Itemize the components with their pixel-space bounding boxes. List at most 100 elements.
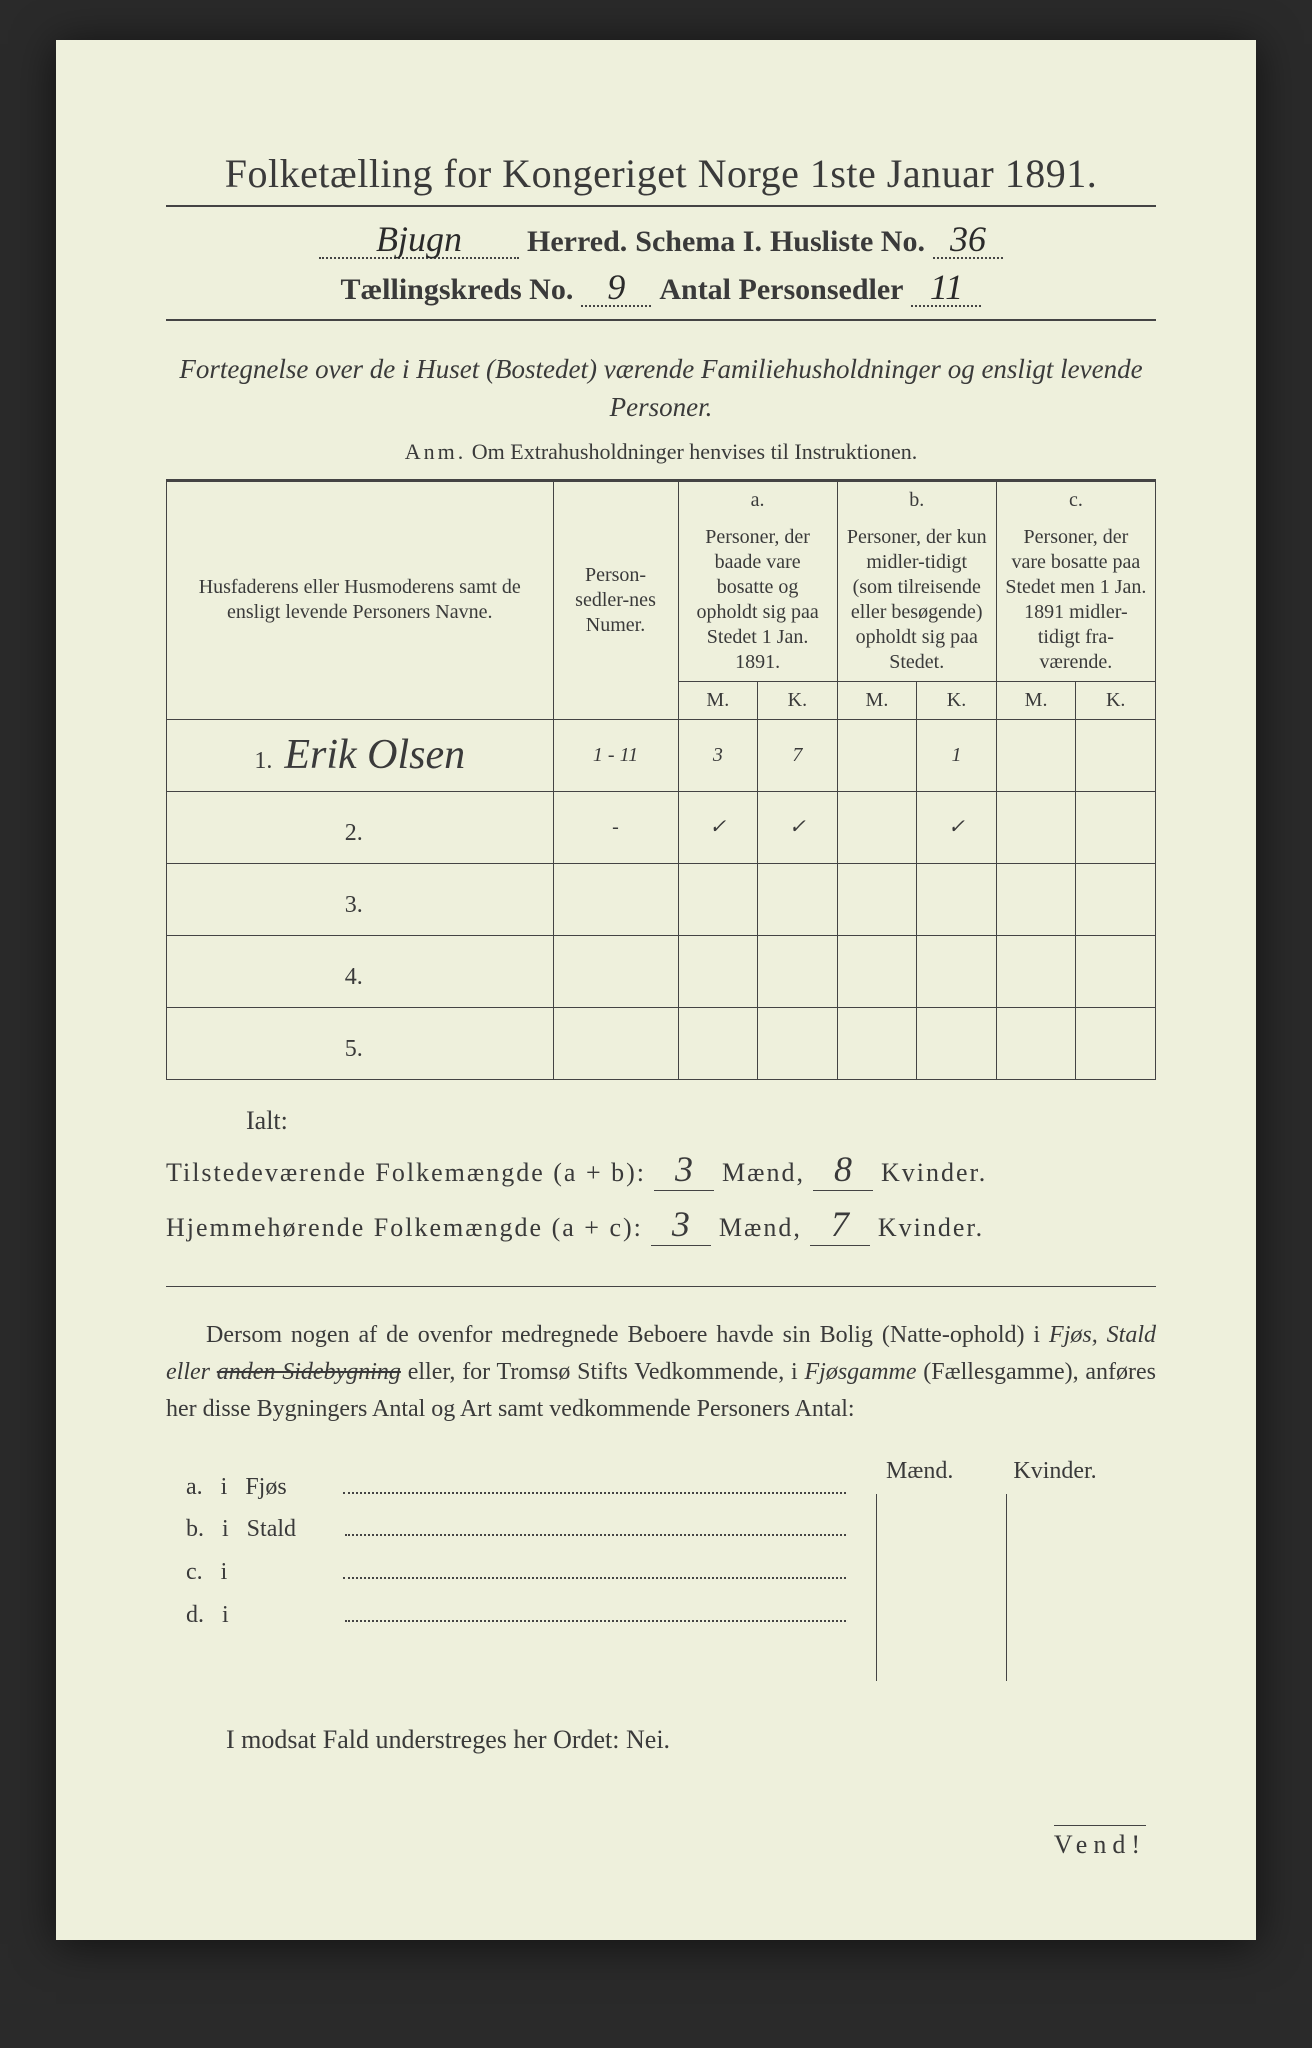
anm-text: Om Extrahusholdninger henvises til Instr… [472, 439, 917, 464]
antal-field: 11 [911, 269, 981, 307]
c-k-cell [1076, 719, 1156, 791]
b-k: K. [917, 681, 997, 719]
vline-1 [876, 1494, 877, 1681]
tot1-label: Tilstedeværende Folkemængde (a + b): [166, 1158, 646, 1188]
tot1-mlbl: Mænd, [722, 1158, 805, 1188]
b-k-cell: 1 [917, 719, 997, 791]
a-k-cell [758, 1007, 838, 1079]
building-block: a.iFjøs b.iStald c.i d.i Mænd. Kvinder. [186, 1458, 1156, 1681]
a-k-cell [758, 935, 838, 1007]
c-k-cell [1076, 863, 1156, 935]
a-k: K. [758, 681, 838, 719]
building-row: c.i [186, 1557, 846, 1586]
name-cell: 3. [167, 863, 554, 935]
antal-label: Antal Personsedler [659, 273, 903, 307]
mk-columns: Mænd. Kvinder. [876, 1458, 1156, 1681]
group-b-text: Personer, der kun midler-tidigt (som til… [837, 519, 996, 682]
b-k-cell [917, 935, 997, 1007]
mk-m-label: Mænd. [886, 1458, 953, 1485]
group-a-text: Personer, der baade vare bosatte og opho… [678, 519, 837, 682]
c-m: M. [996, 681, 1076, 719]
a-m: M. [678, 681, 758, 719]
para-strike: anden Sidebygning [217, 1359, 401, 1385]
b-k-cell [917, 1007, 997, 1079]
para-mid: eller, for Tromsø Stifts Vedkommende, i [401, 1359, 805, 1385]
a-m-cell [678, 935, 758, 1007]
tot2-mlbl: Mænd, [719, 1213, 802, 1243]
b-m-cell [837, 935, 917, 1007]
building-paragraph: Dersom nogen af de ovenfor medregnede Be… [166, 1317, 1156, 1429]
a-m-cell: ✓ [678, 791, 758, 863]
table-row: 3. [167, 863, 1156, 935]
divider [166, 1286, 1156, 1287]
tot1-k: 8 [813, 1148, 873, 1191]
col-names-header: Husfaderens eller Husmoderens samt de en… [167, 481, 554, 719]
anm-line: Anm. Om Extrahusholdninger henvises til … [166, 439, 1156, 481]
building-row: a.iFjøs [186, 1472, 846, 1501]
name-cell: 4. [167, 935, 554, 1007]
building-row: b.iStald [186, 1515, 846, 1544]
schema-label: Schema I. [635, 225, 762, 259]
b-k-cell: ✓ [917, 791, 997, 863]
c-m-cell [996, 1007, 1076, 1079]
col-num-header: Person-sedler-nes Numer. [553, 481, 678, 719]
main-table: Husfaderens eller Husmoderens samt de en… [166, 481, 1156, 1080]
husliste-label: Husliste No. [770, 225, 925, 259]
a-m-cell [678, 1007, 758, 1079]
b-m: M. [837, 681, 917, 719]
tot2-klbl: Kvinder. [878, 1213, 984, 1243]
building-row: d.i [186, 1600, 846, 1629]
kreds-field: 9 [581, 269, 651, 307]
c-m-cell [996, 791, 1076, 863]
tot1-m: 3 [654, 1148, 714, 1191]
anm-prefix: Anm. [405, 439, 467, 464]
num-cell: 1 - 11 [553, 719, 678, 791]
table-row: 2.-✓✓✓ [167, 791, 1156, 863]
tot2-m: 3 [651, 1203, 711, 1246]
table-row: 1.Erik Olsen1 - 1137 1 [167, 719, 1156, 791]
c-m-cell [996, 719, 1076, 791]
tot2-label: Hjemmehørende Folkemængde (a + c): [166, 1213, 643, 1243]
table-row: 5. [167, 1007, 1156, 1079]
kreds-label: Tællingskreds No. [341, 273, 574, 307]
para-pre: Dersom nogen af de ovenfor medregnede Be… [206, 1322, 1049, 1348]
b-m-cell [837, 1007, 917, 1079]
c-k-cell [1076, 791, 1156, 863]
b-m-cell [837, 863, 917, 935]
name-cell: 2. [167, 791, 554, 863]
herred-field: Bjugn [319, 221, 519, 259]
herred-label: Herred. [527, 225, 627, 259]
name-cell: 1.Erik Olsen [167, 719, 554, 791]
total-resident: Hjemmehørende Folkemængde (a + c): 3 Mæn… [166, 1203, 1156, 1246]
header-line-2: Bjugn Herred. Schema I. Husliste No. 36 [166, 221, 1156, 259]
b-m-cell [837, 791, 917, 863]
ialt-label: Ialt: [246, 1106, 1156, 1136]
total-present: Tilstedeværende Folkemængde (a + b): 3 M… [166, 1148, 1156, 1191]
table-row: 4. [167, 935, 1156, 1007]
name-cell: 5. [167, 1007, 554, 1079]
tot1-klbl: Kvinder. [881, 1158, 987, 1188]
subtitle: Fortegnelse over de i Huset (Bostedet) v… [166, 351, 1156, 427]
group-a-letter: a. [678, 481, 837, 519]
c-m-cell [996, 863, 1076, 935]
b-m-cell [837, 719, 917, 791]
building-rows: a.iFjøs b.iStald c.i d.i [186, 1458, 846, 1642]
group-c-letter: c. [996, 481, 1155, 519]
a-m-cell: 3 [678, 719, 758, 791]
header-line-3: Tællingskreds No. 9 Antal Personsedler 1… [166, 269, 1156, 321]
page-title: Folketælling for Kongeriget Norge 1ste J… [166, 150, 1156, 207]
num-cell: - [553, 791, 678, 863]
c-k: K. [1076, 681, 1156, 719]
a-k-cell: 7 [758, 719, 838, 791]
census-form-page: Folketælling for Kongeriget Norge 1ste J… [56, 40, 1256, 1940]
c-m-cell [996, 935, 1076, 1007]
para-em2: Fjøsgamme [804, 1359, 916, 1385]
group-c-text: Personer, der vare bosatte paa Stedet me… [996, 519, 1155, 682]
c-k-cell [1076, 1007, 1156, 1079]
husliste-field: 36 [933, 221, 1003, 259]
a-k-cell [758, 863, 838, 935]
a-m-cell [678, 863, 758, 935]
c-k-cell [1076, 935, 1156, 1007]
vline-2 [1006, 1494, 1007, 1681]
group-b-letter: b. [837, 481, 996, 519]
